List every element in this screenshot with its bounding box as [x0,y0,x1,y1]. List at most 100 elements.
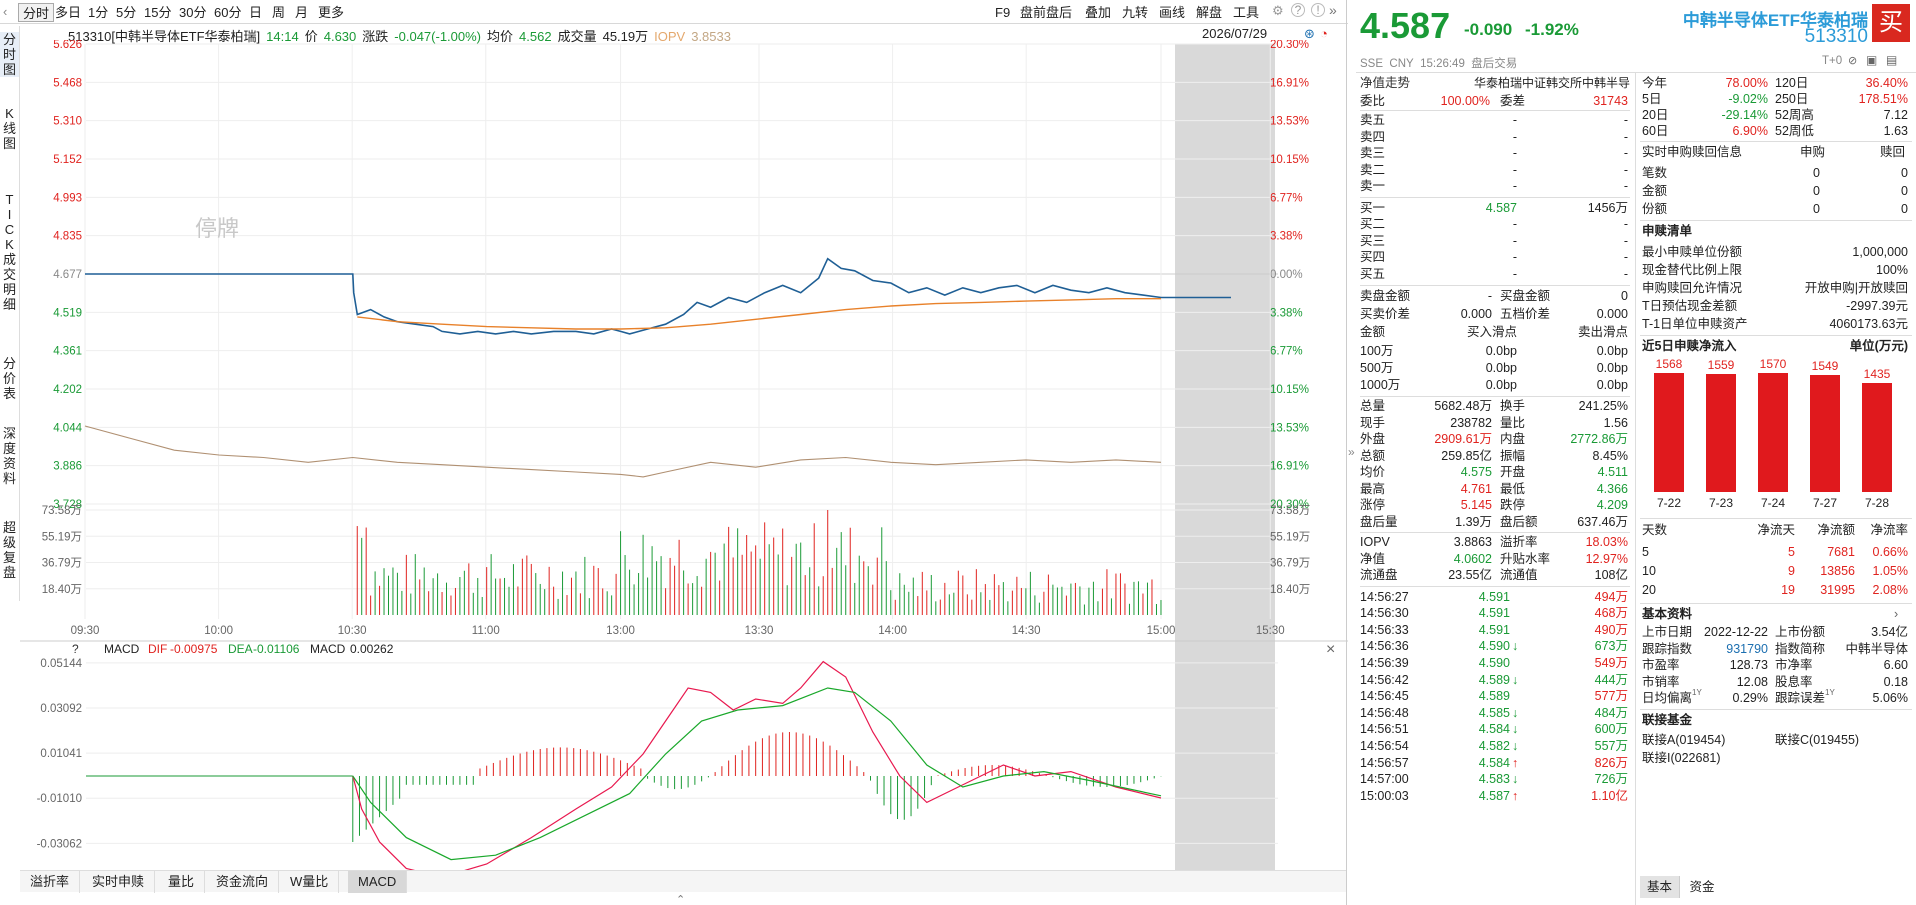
vtab-price-table[interactable]: 分价表 [2,356,16,401]
tab-60min[interactable]: 60分 [214,5,242,20]
linked-fund-a[interactable]: 联接A(019454) [1642,732,1726,747]
tick-price: 4.590 [1478,655,1510,670]
list-label: T日预估现金差额 [1642,299,1738,313]
tab-5min[interactable]: 5分 [116,5,137,20]
tick-volume: 444万 [1594,672,1628,687]
bid-level-label: 买二 [1360,217,1386,231]
collapse-right-icon[interactable]: » [1348,445,1355,459]
vtab-fenshi[interactable]: 分时图 [0,32,19,77]
pre-post-market-button[interactable]: 盘前盘后 [1020,5,1073,20]
netflow-head: 净流率 [1870,523,1908,537]
vtab-depth[interactable]: 深度资料 [2,426,16,486]
subscribe-label: 金额 [1642,184,1668,198]
macd-legend-label: -0.01106 [253,642,300,656]
bid-volume: 1456万 [1587,200,1628,215]
tab-30min[interactable]: 30分 [179,5,207,20]
bell-icon[interactable]: ⊘ [1848,55,1858,67]
expand-up-icon[interactable]: ⌃ [676,894,686,905]
divider [1360,585,1630,587]
detail-label: 均价 [1360,465,1386,479]
quote-time: 15:26:49 [1420,58,1465,70]
price-change-pct: -1.92% [1525,20,1579,39]
tab-volume-ratio[interactable]: 量比 [158,871,206,893]
chevron-left-icon[interactable]: ‹ [3,4,8,19]
intraday-chart[interactable]: 5.626 20.30% 5.468 16.91% 5.310 13.53% 5.152 10… [20,40,1348,875]
current-price: 4.587 [1360,5,1451,46]
tab-month[interactable]: 月 [295,5,309,20]
basic-value[interactable]: 931790 [1726,641,1768,656]
tab-premium[interactable]: 溢折率 [20,871,81,893]
double-chevron-icon[interactable]: » [1329,2,1337,18]
fund-icon[interactable]: ⊛ [1304,26,1315,41]
ask-volume: - [1623,146,1628,160]
perf-value: 36.40% [1865,76,1908,90]
iopv-line [84,425,1162,478]
y-tick-label: 4.677 [53,269,82,281]
avg-label: 均价 [487,29,514,44]
tab-macd[interactable]: MACD [348,871,408,893]
perf-value: 178.51% [1858,92,1908,106]
quote-column: 净值走势 华泰柏瑞中证韩交所中韩半导 委比 100.00% 委差 31743 卖五 - - 卖四 -… [1360,72,1630,905]
bid-level-label: 买四 [1360,250,1386,264]
tab-week[interactable]: 周 [272,5,286,20]
fund-info-column: 今年 78.00% 120日 36.40% 5日 -9.02% 250日 178.51% 20日… [1640,72,1912,905]
tab-basic[interactable]: 基本 [1640,876,1680,898]
window-icon[interactable]: ▤ [1886,53,1898,67]
tab-realtime-subscribe[interactable]: 实时申赎 [82,871,156,893]
nine-turn-button[interactable]: 九转 [1122,5,1149,20]
analysis-button[interactable]: 解盘 [1196,5,1223,20]
iopv-label: 溢折率 [1500,535,1538,549]
tab-fund-flow[interactable]: 资金流向 [206,871,280,893]
slippage-amount: 500万 [1360,361,1394,375]
perf-label: 今年 [1642,76,1668,90]
macd-legend-label: MACD [310,642,346,656]
divider [1640,708,1912,710]
tools-button[interactable]: 工具 [1233,5,1260,20]
help-icon[interactable]: ? [1291,3,1305,17]
iopv-value: 3.8863 [1453,535,1492,549]
flow-bar-date: 7-27 [1812,496,1838,510]
tick-volume: 726万 [1594,772,1628,787]
linked-fund-i[interactable]: 联接I(022681) [1642,750,1721,765]
y-tick-label: 3.886 [53,461,82,473]
tab-more[interactable]: 更多 [318,5,345,20]
tick-price: 4.587 [1478,788,1510,803]
y-tick-label: 5.468 [53,77,82,89]
slippage-head: 买入滑点 [1466,325,1517,339]
tab-day[interactable]: 日 [249,5,263,20]
detail-value: 4.761 [1460,481,1492,496]
tab-15min[interactable]: 15分 [144,5,172,20]
layout-icon[interactable]: ▣ [1866,53,1878,67]
netflow-amount: 31995 [1820,583,1855,597]
detail-value: 1.39万 [1455,514,1492,529]
basic-label: 上市日期 [1642,625,1693,639]
alert-icon[interactable]: ◔ [1320,26,1328,41]
vtab-replay[interactable]: 超级复盘 [2,520,16,580]
tick-direction-icon [1512,654,1524,672]
macd-tick-label: -0.03062 [37,838,82,850]
tab-duori[interactable]: 多日 [55,5,82,20]
slippage-head: 金额 [1360,325,1386,339]
more-icon[interactable]: › [1894,607,1899,621]
macd-legend-label: ? [72,642,79,656]
tab-1min[interactable]: 1分 [88,5,109,20]
weicha-value: 31743 [1593,94,1628,108]
tab-capital[interactable]: 资金 [1689,880,1715,894]
ask-price: - [1512,113,1517,127]
tab-fenshi[interactable]: 分时 [18,3,55,22]
tick-volume: 557万 [1594,738,1628,753]
overlay-button[interactable]: 叠加 [1085,5,1112,20]
info-icon[interactable]: ! [1311,3,1325,17]
f9-button[interactable]: F9 [995,5,1011,20]
perf-label: 5日 [1642,92,1662,106]
buy-button[interactable]: 买 [1872,4,1910,42]
chart-info-bar: 513310[中韩半导体ETF华泰柏瑞] 14:14 价 4.630 涨跌 -0.047(… [68,26,1284,44]
settings-icon[interactable]: ⚙ [1272,3,1284,18]
tab-w-volume-ratio[interactable]: W量比 [280,871,340,893]
tick-volume: 826万 [1594,755,1628,770]
draw-line-button[interactable]: 画线 [1159,5,1186,20]
linked-fund-c[interactable]: 联接C(019455) [1775,732,1860,747]
list-value: -2997.39元 [1846,299,1908,313]
